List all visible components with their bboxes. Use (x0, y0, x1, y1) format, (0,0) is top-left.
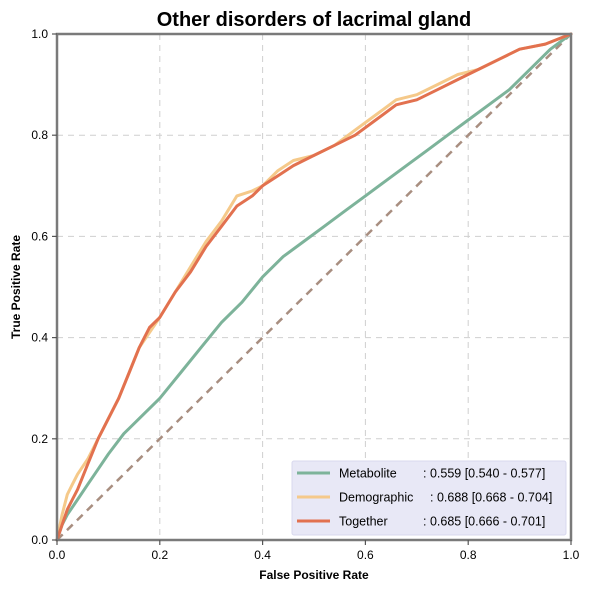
plot-frame (55, 32, 573, 542)
series-line-metabolite (55, 32, 573, 542)
y-tick-label: 0.6 (31, 229, 48, 243)
legend: Metabolite : 0.559 [0.540 - 0.577] Demogra… (291, 460, 567, 536)
legend-stat-together: : 0.685 [0.666 - 0.701] (423, 515, 545, 529)
legend-label-metabolite: Metabolite (339, 467, 397, 481)
legend-label-together: Together (339, 515, 388, 529)
y-tick-label: 1.0 (31, 27, 48, 41)
chart-title: Other disorders of lacrimal gland (157, 9, 472, 31)
grid-lines (57, 34, 571, 540)
legend-box (291, 460, 567, 536)
x-tick-label: 0.4 (254, 548, 271, 562)
legend-stat-demographic: : 0.688 [0.668 - 0.704] (430, 491, 552, 505)
y-tick-label: 0.2 (31, 432, 48, 446)
y-tick-label: 0.4 (31, 331, 48, 345)
x-tick-label: 1.0 (563, 548, 580, 562)
y-tick-label: 0.8 (31, 128, 48, 142)
x-tick-label: 0.0 (49, 548, 66, 562)
series-layer (55, 32, 573, 542)
axis-ticks: 0.0 0.2 0.4 0.6 0.8 1.0 0.0 0.2 0.4 0.6 0.8 1.0 (31, 27, 579, 562)
legend-stat-metabolite: : 0.559 [0.540 - 0.577] (423, 467, 545, 481)
x-tick-label: 0.2 (151, 548, 168, 562)
x-axis-label: False Positive Rate (259, 568, 369, 582)
y-axis-label: True Positive Rate (9, 235, 23, 339)
legend-label-demographic: Demographic (339, 491, 413, 505)
series-line-together (55, 32, 573, 542)
x-tick-label: 0.6 (357, 548, 374, 562)
y-tick-label: 0.0 (31, 533, 48, 547)
x-tick-label: 0.8 (460, 548, 477, 562)
